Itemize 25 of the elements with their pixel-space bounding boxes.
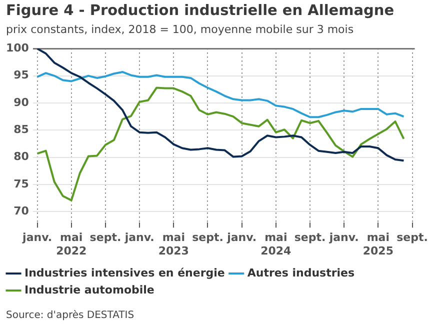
y-tick-label: 75 bbox=[14, 177, 29, 190]
x-tick-label: sept. bbox=[294, 231, 326, 244]
x-tick-label: mai 2022 bbox=[56, 231, 87, 258]
legend-label: Industrie automobile bbox=[24, 283, 154, 296]
x-tick-label: janv. bbox=[226, 231, 257, 244]
legend-label: Industries intensives en énergie bbox=[24, 266, 225, 280]
legend-label: Autres industries bbox=[247, 266, 355, 280]
y-tick-label: 90 bbox=[14, 96, 30, 109]
x-tick-label: janv. bbox=[124, 231, 154, 244]
chart-subtitle: prix constants, index, 2018 = 100, moyenne mobile sur 3 mois bbox=[6, 23, 354, 36]
y-tick-label: 70 bbox=[14, 204, 30, 218]
chart-title: Figure 4 - Production industrielle en Allemagne bbox=[6, 3, 394, 19]
x-tick-label: mai 2025 bbox=[362, 231, 394, 258]
x-tick-label: janv. bbox=[328, 231, 359, 244]
y-tick-label: 95 bbox=[14, 68, 29, 82]
y-tick-label: 85 bbox=[14, 123, 29, 136]
source-note: Source: d'après DESTATIS bbox=[6, 310, 134, 321]
x-tick-label: mai 2024 bbox=[260, 231, 292, 258]
y-tick-label: 80 bbox=[14, 150, 30, 164]
x-tick-label: sept. bbox=[192, 231, 224, 244]
x-tick-label: sept. bbox=[396, 231, 428, 244]
y-tick-label: 100 bbox=[6, 41, 30, 54]
x-tick-label: janv. bbox=[22, 231, 52, 244]
x-tick-label: sept. bbox=[90, 231, 122, 244]
x-tick-label: mai 2023 bbox=[158, 231, 189, 258]
